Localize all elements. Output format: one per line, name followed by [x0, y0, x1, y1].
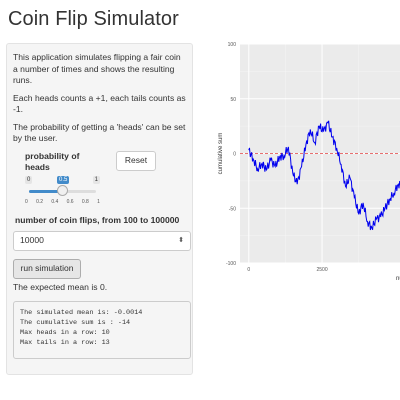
series-line	[248, 120, 400, 231]
run-simulation-button[interactable]: run simulation	[13, 259, 81, 279]
sidebar-panel: This application simulates flipping a fa…	[6, 43, 193, 375]
slider-fill	[29, 189, 63, 193]
probability-control-row: probability of heads Reset 0 0.5 1 0 0.2 0…	[13, 150, 186, 211]
flips-value: 10000	[20, 235, 44, 246]
flips-label: number of coin flips, from 100 to 100000	[15, 214, 180, 225]
rule-text: Each heads counts a +1, each tails count…	[13, 92, 186, 115]
spinner-icon[interactable]: ⬍	[178, 237, 184, 245]
prob-note-text: The probability of getting a 'heads' can…	[13, 121, 186, 144]
x-tick-label: 0	[247, 267, 250, 273]
x-tick-label: 2500	[317, 267, 328, 273]
slider-tick-label: 0.6	[66, 198, 74, 205]
probability-label: probability of heads	[25, 150, 80, 172]
output-line: Max tails in a row: 13	[20, 338, 110, 347]
slider-tick-label: 0.4	[51, 198, 59, 205]
slider-min-label: 0	[25, 175, 33, 184]
expected-mean-text: The expected mean is 0.	[13, 282, 108, 292]
y-tick-label: 50	[230, 97, 236, 103]
output-line: The cumulative sum is : -14	[20, 318, 131, 327]
slider-handle[interactable]	[57, 184, 68, 196]
slider-max-label: 1	[92, 175, 100, 184]
simulation-output: The simulated mean is: -0.0014 The cumul…	[13, 300, 191, 359]
y-axis-label: cumulative sum	[218, 133, 224, 175]
slider-tick-label: 0.2	[36, 198, 44, 205]
y-tick-label: -50	[229, 206, 236, 212]
reset-button[interactable]: Reset	[116, 150, 156, 171]
description-text: This application simulates flipping a fa…	[13, 52, 181, 85]
slider-value-label: 0.5	[57, 175, 70, 184]
output-line: The simulated mean is: -0.0014	[20, 308, 143, 317]
y-tick-label: 100	[228, 42, 237, 48]
output-line: Max heads in a row: 10	[20, 328, 110, 337]
y-tick-label: 0	[233, 152, 236, 158]
slider-ticks: 0 0.2 0.4 0.6 0.8 1	[25, 197, 100, 209]
slider-tick-label: 0.8	[81, 198, 89, 205]
slider-tick-label: 1	[97, 198, 100, 205]
slider-tick-label: 0	[25, 198, 28, 205]
x-axis-label: num	[396, 276, 400, 282]
page-title: Coin Flip Simulator	[8, 8, 179, 30]
probability-slider[interactable]: 0 0.5 1 0 0.2 0.4 0.6 0.8 1	[25, 175, 100, 210]
y-tick-label: -100	[226, 261, 236, 267]
cumulative-sum-chart: 100 50 0 -50 -100 0 2500 cumulative sum num	[218, 42, 400, 282]
flips-number-input[interactable]: 10000 ⬍	[13, 231, 191, 251]
